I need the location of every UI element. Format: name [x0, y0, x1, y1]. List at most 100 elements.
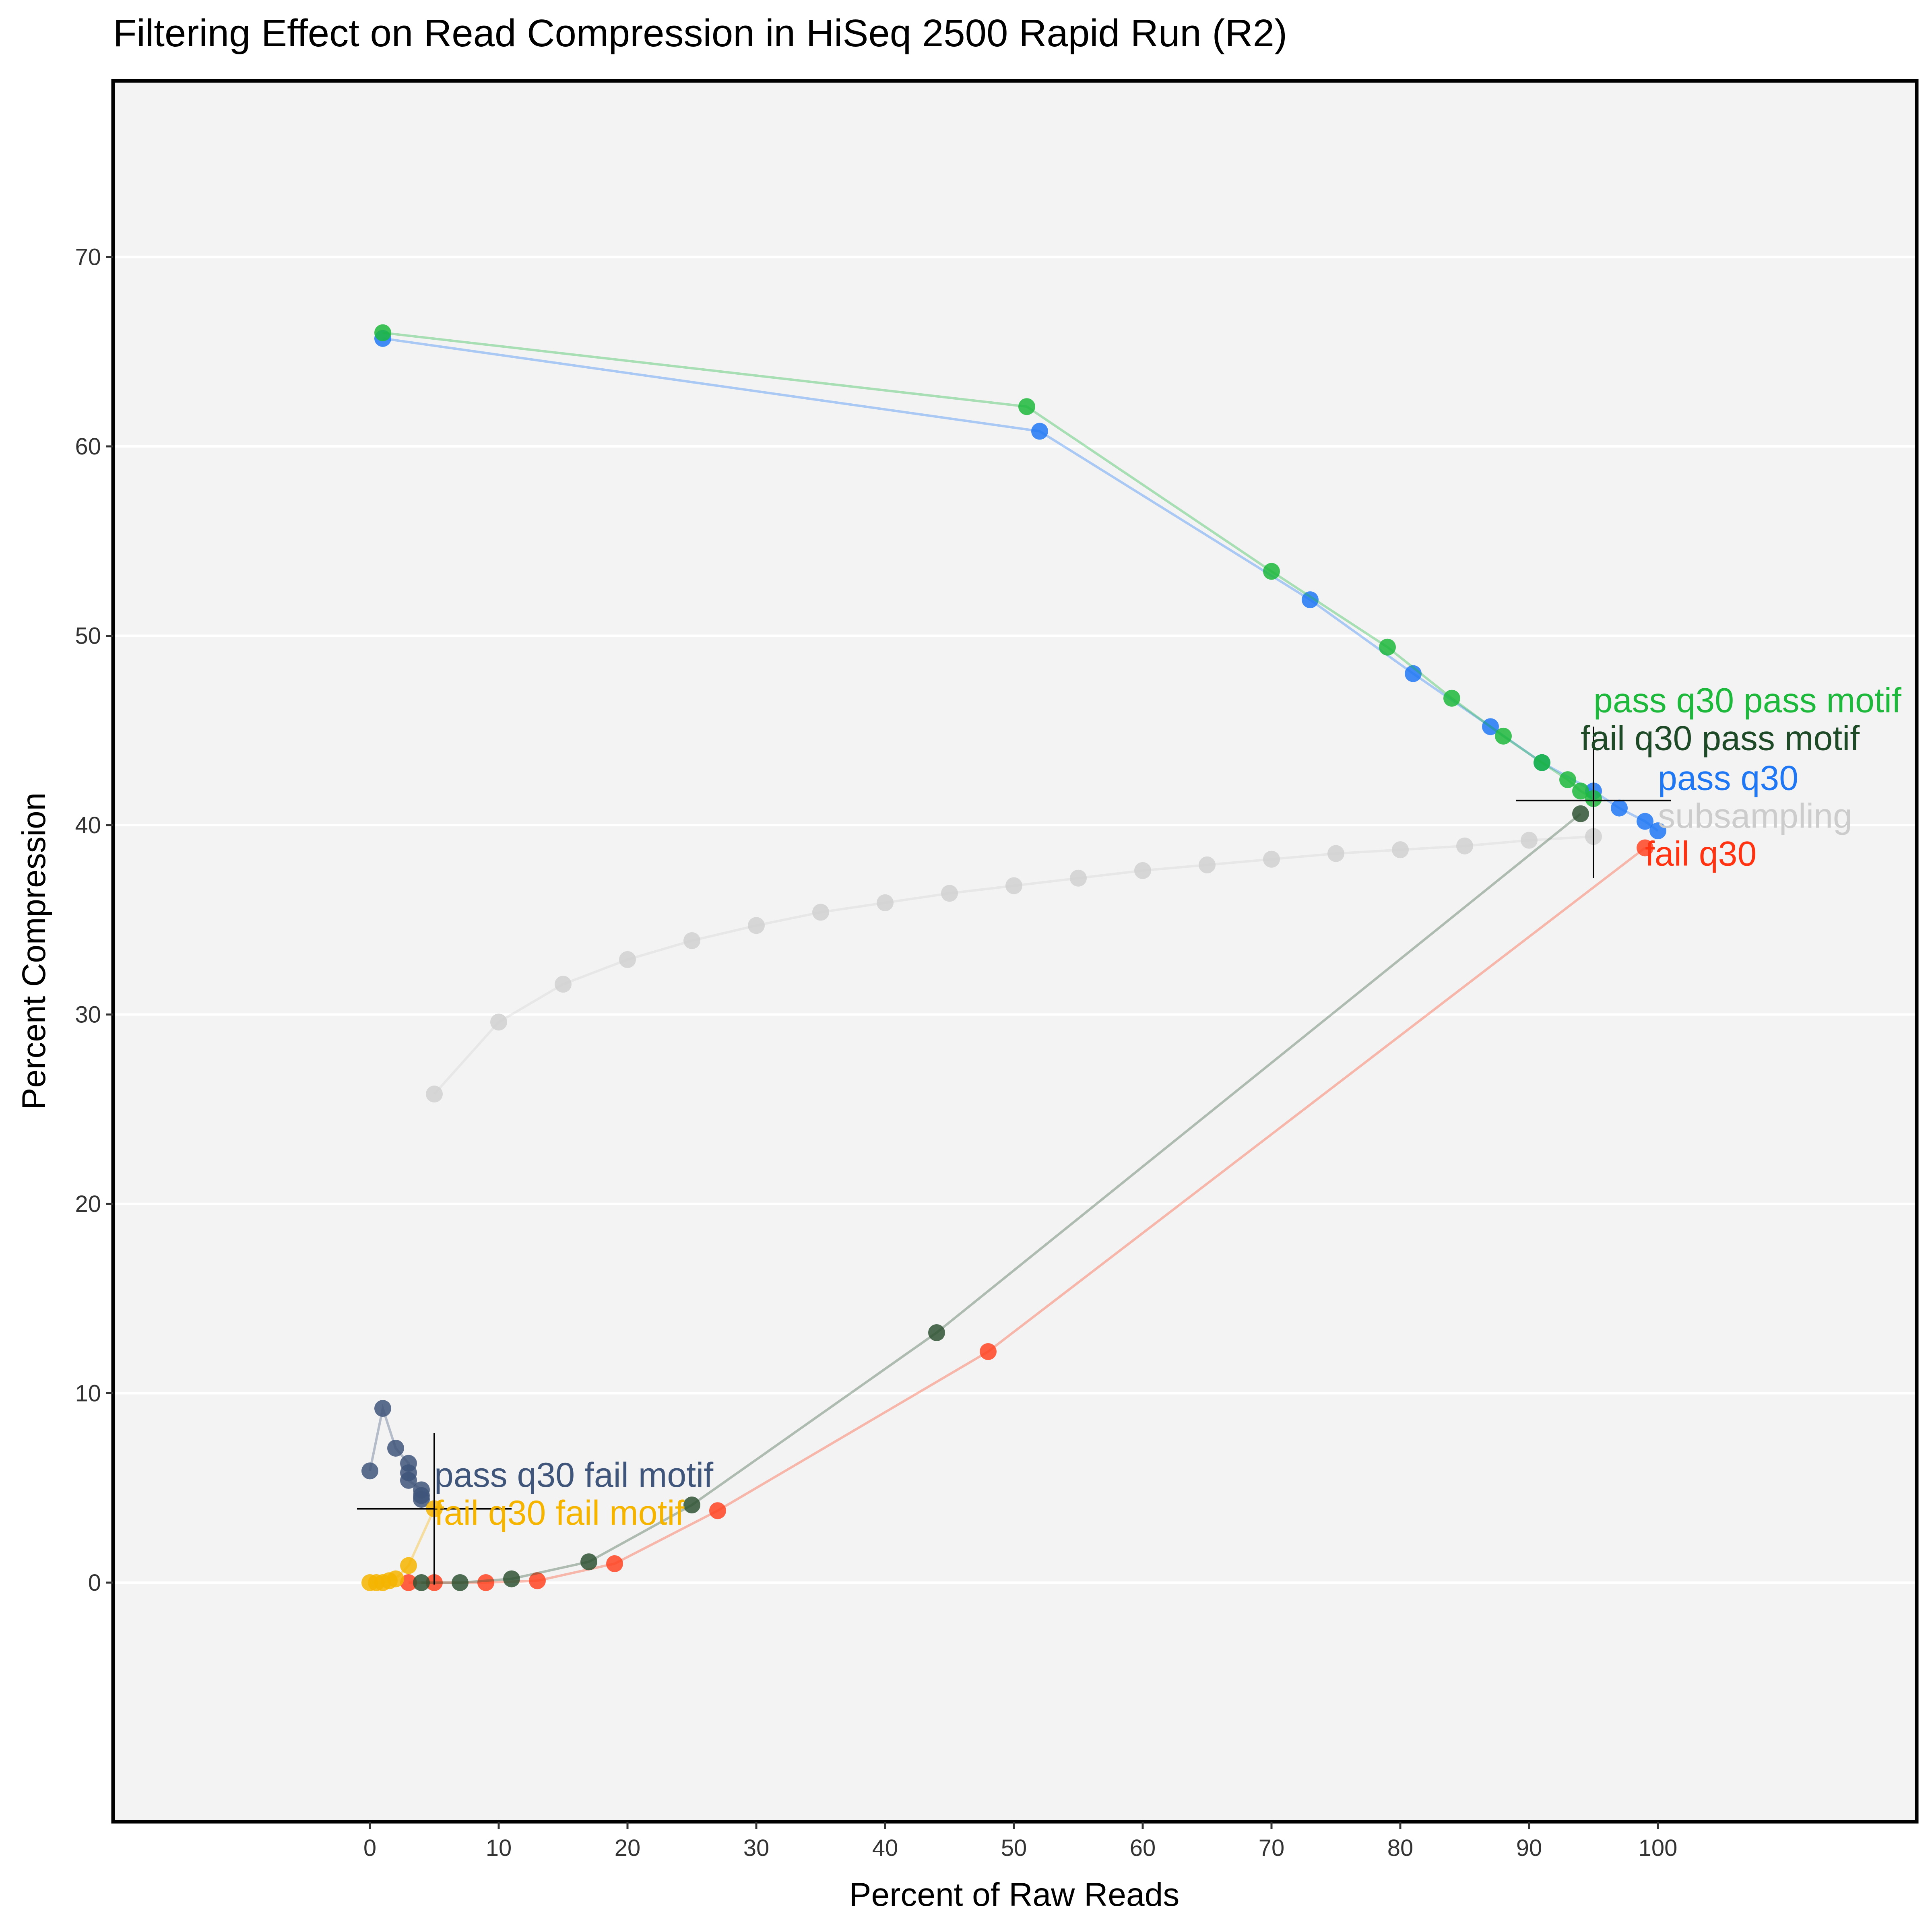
data-point: [1572, 805, 1589, 822]
series-subsampling: [426, 828, 1602, 1103]
x-tick-label: 60: [1130, 1835, 1156, 1861]
data-point: [877, 894, 894, 911]
data-point: [400, 1557, 417, 1574]
x-tick-label: 10: [486, 1835, 512, 1861]
series-label: pass q30 pass motif: [1593, 681, 1902, 720]
data-point: [1005, 877, 1022, 894]
series-label: pass q30 fail motif: [434, 1456, 714, 1494]
data-point: [1572, 782, 1589, 800]
series-label: pass q30: [1658, 759, 1798, 797]
data-point: [1327, 845, 1344, 862]
y-tick-label: 60: [75, 433, 101, 460]
data-point: [477, 1574, 494, 1591]
crosshairs: [357, 727, 1671, 1585]
series-fail-q30: [400, 839, 1653, 1591]
data-point: [374, 324, 391, 341]
series-fail-q30-pass-motif: [413, 805, 1589, 1591]
data-point: [928, 1324, 945, 1341]
data-point: [413, 1490, 430, 1508]
series-fail-q30-fail-motif: [361, 1500, 443, 1591]
data-point: [503, 1570, 520, 1587]
series-line: [382, 337, 1659, 832]
data-point: [709, 1502, 726, 1519]
data-series: [361, 324, 1666, 1591]
x-tick-label: 80: [1387, 1835, 1414, 1861]
data-point: [1559, 771, 1576, 788]
y-tick-label: 0: [88, 1570, 101, 1596]
data-point: [812, 904, 829, 921]
data-point: [1456, 837, 1473, 855]
data-point: [1611, 799, 1628, 817]
series-line: [382, 331, 1594, 800]
data-point: [400, 1472, 417, 1489]
data-point: [413, 1574, 430, 1591]
data-point: [580, 1553, 597, 1571]
data-point: [361, 1462, 378, 1480]
data-point: [387, 1570, 404, 1587]
grid-lines: [113, 256, 1917, 1584]
chart-title: Filtering Effect on Read Compression in …: [113, 12, 1287, 55]
data-point: [1443, 689, 1460, 707]
data-point: [1263, 563, 1280, 580]
data-point: [606, 1555, 623, 1572]
y-tick-label: 40: [75, 812, 101, 838]
y-tick-label: 70: [75, 244, 101, 270]
data-point: [1534, 754, 1550, 771]
data-point: [387, 1439, 404, 1457]
data-point: [1482, 718, 1499, 735]
axes: 0 10 20 30 40 50 60 70 0 10 20 30 40 50 60 70 80 90 100: [75, 244, 1677, 1862]
y-axis-label: Percent Compression: [16, 793, 52, 1110]
data-point: [1379, 638, 1396, 656]
x-tick-label: 40: [872, 1835, 898, 1861]
series-pass-q30-fail-motif: [361, 1400, 430, 1508]
data-point: [683, 1496, 700, 1514]
data-point: [555, 976, 572, 993]
data-point: [1134, 862, 1151, 879]
y-tick-label: 30: [75, 1002, 101, 1028]
data-point: [1392, 841, 1409, 859]
data-point: [426, 1086, 443, 1103]
y-tick-label: 50: [75, 623, 101, 649]
series-label: fail q30 fail motif: [434, 1494, 685, 1532]
data-point: [1637, 813, 1653, 830]
x-tick-label: 20: [615, 1835, 641, 1861]
x-tick-label: 30: [743, 1835, 770, 1861]
data-point: [683, 932, 700, 949]
data-point: [1521, 832, 1538, 849]
series-label: subsampling: [1658, 797, 1852, 835]
data-point: [400, 1574, 417, 1591]
series-label: fail q30: [1645, 835, 1757, 873]
data-point: [748, 917, 765, 934]
x-axis-label: Percent of Raw Reads: [849, 1876, 1179, 1913]
data-point: [941, 885, 958, 902]
data-point: [1302, 591, 1319, 609]
y-tick-label: 20: [75, 1191, 101, 1217]
data-point: [1018, 398, 1035, 415]
data-point: [490, 1013, 507, 1031]
x-tick-label: 50: [1001, 1835, 1027, 1861]
data-point: [1405, 665, 1422, 682]
x-tick-label: 100: [1639, 1835, 1678, 1861]
series-label: fail q30 pass motif: [1581, 719, 1860, 758]
plot-panel: [113, 81, 1917, 1822]
x-tick-label: 0: [363, 1835, 376, 1861]
data-point: [1637, 839, 1653, 857]
data-point: [1649, 822, 1666, 840]
data-point: [1070, 869, 1087, 887]
data-point: [1495, 727, 1512, 745]
series-line: [409, 847, 1646, 1584]
data-point: [1031, 423, 1048, 440]
data-point: [529, 1572, 546, 1589]
x-tick-label: 90: [1516, 1835, 1542, 1861]
data-point: [1263, 850, 1280, 868]
y-tick-label: 10: [75, 1381, 101, 1407]
crosshair: [1516, 727, 1671, 878]
crosshair: [357, 1433, 512, 1585]
data-point: [619, 951, 636, 968]
data-point: [980, 1343, 997, 1360]
x-tick-label: 70: [1259, 1835, 1285, 1861]
data-point: [1199, 856, 1216, 873]
series-pass-q30-pass-motif: [374, 324, 1602, 807]
data-point: [452, 1574, 469, 1591]
